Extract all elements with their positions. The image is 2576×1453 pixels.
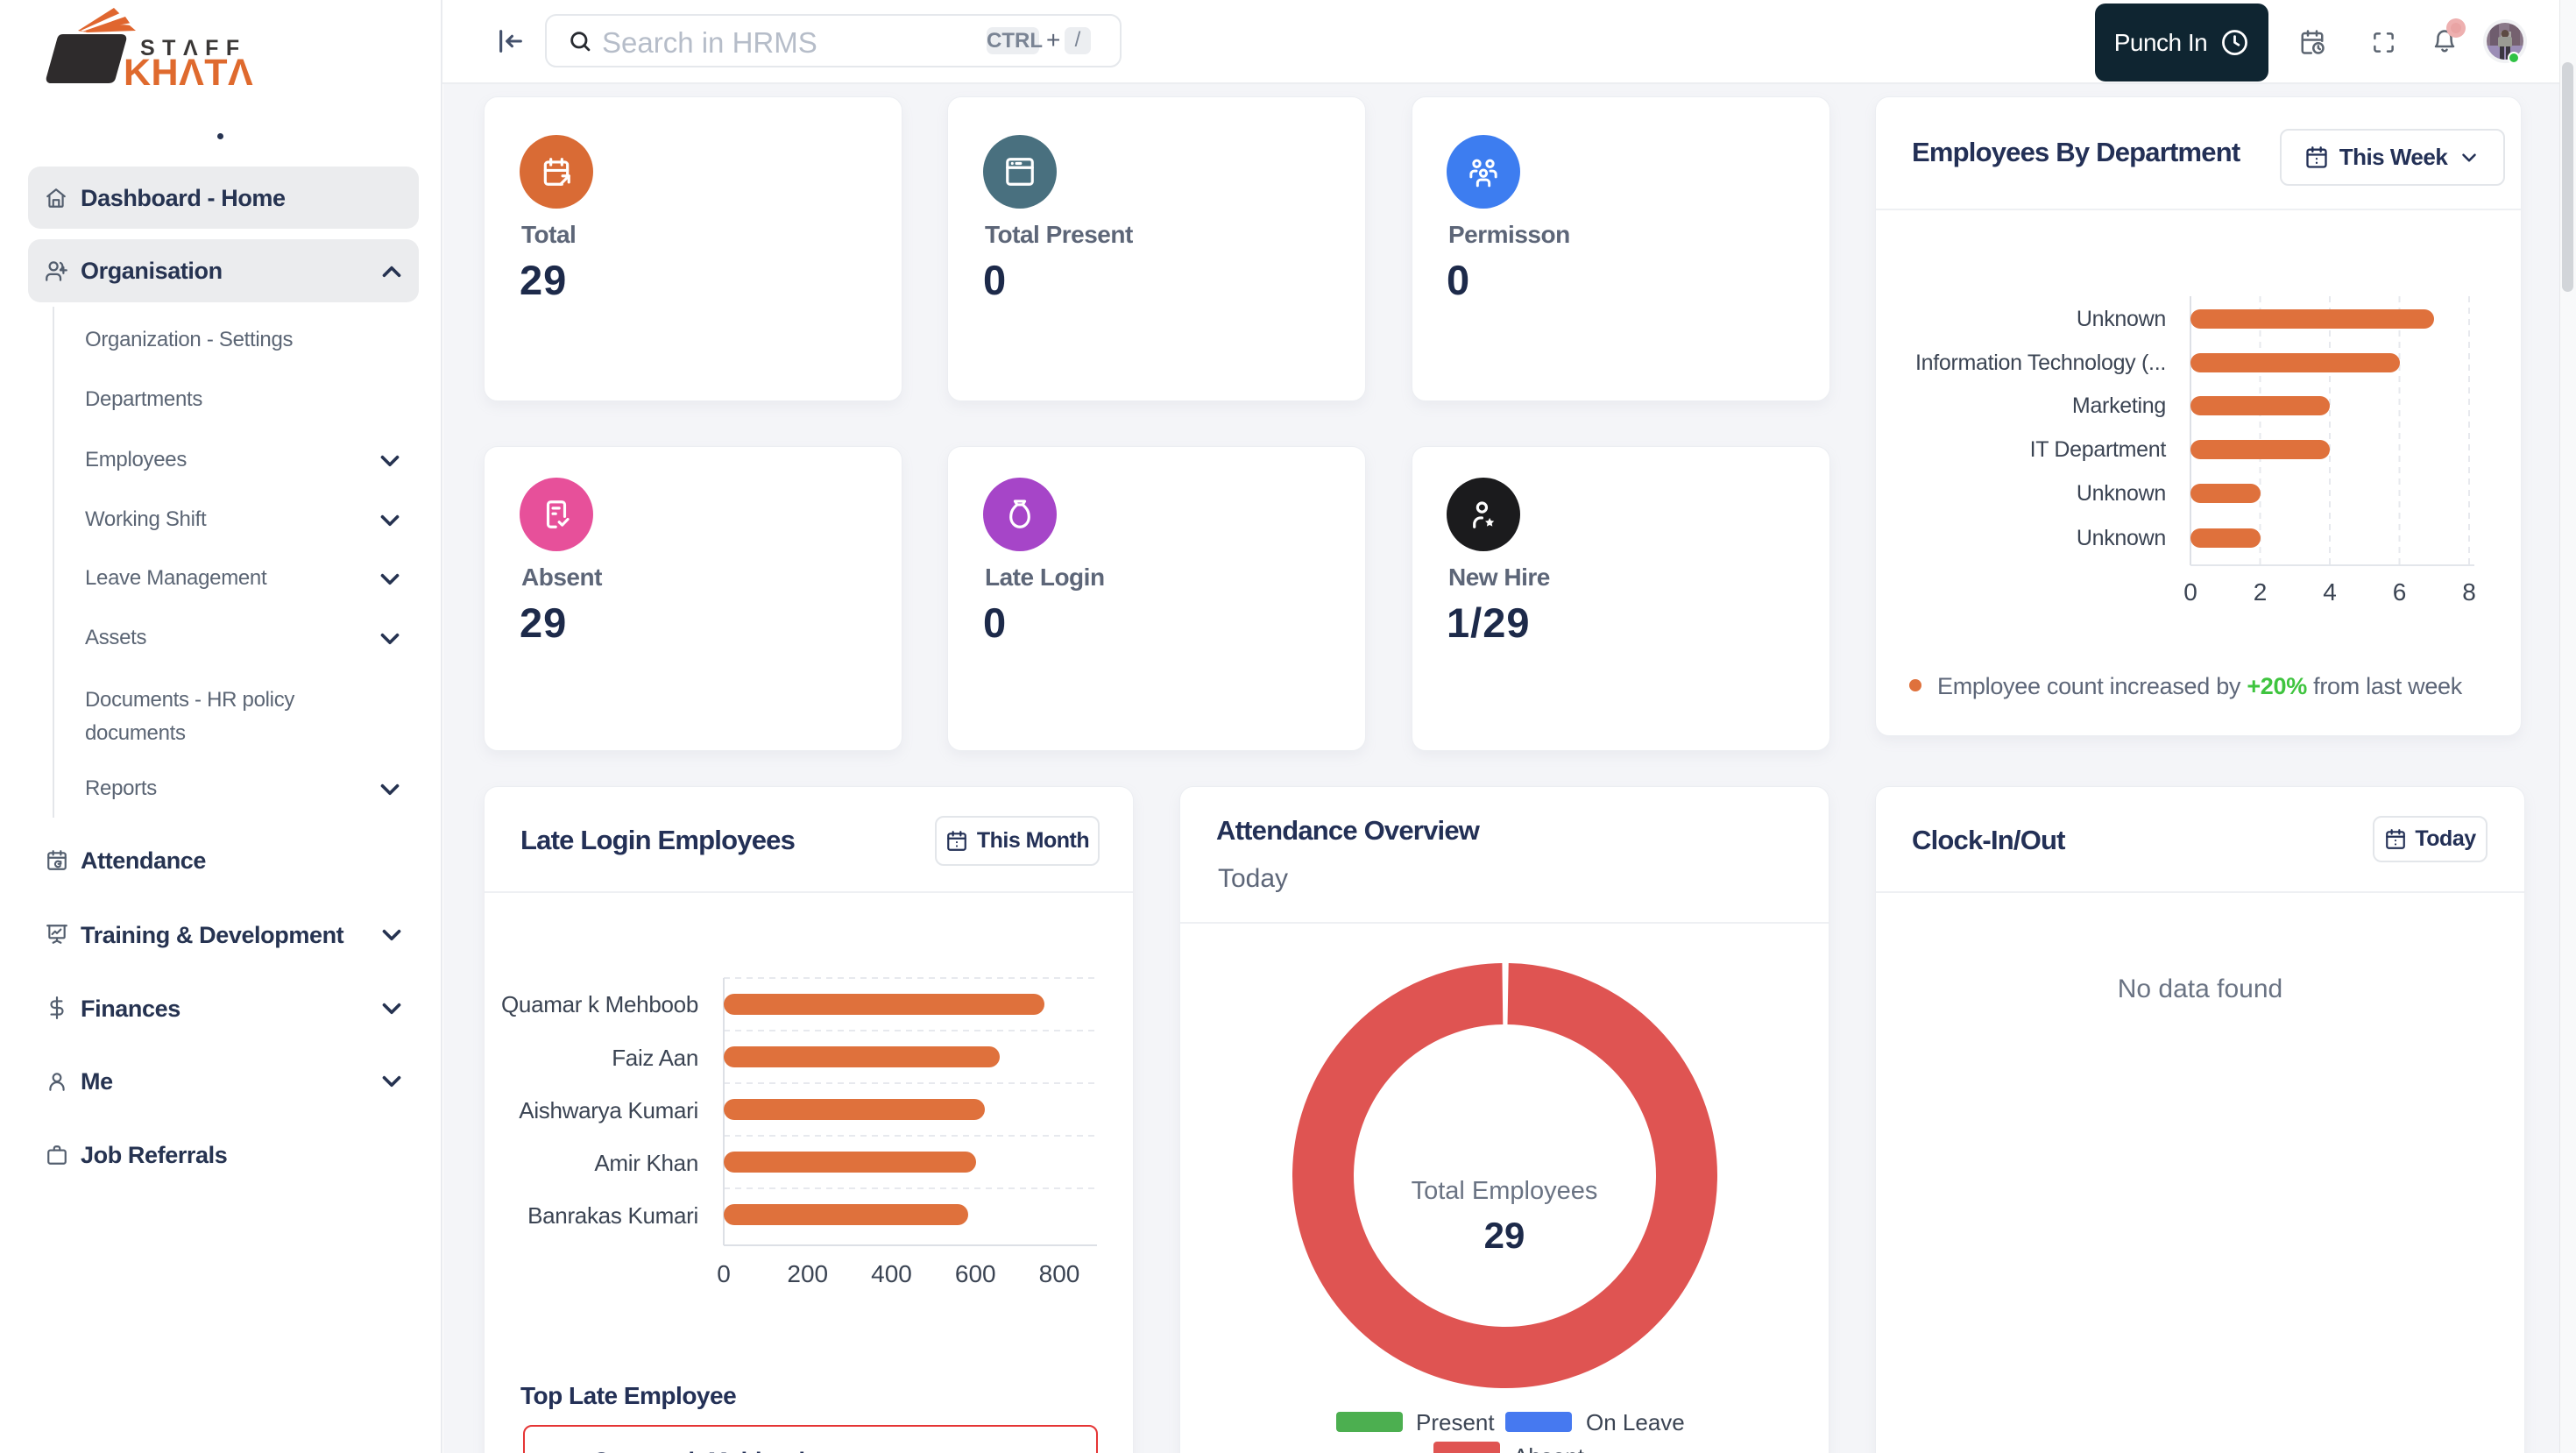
svg-text:IT Department: IT Department [2030,437,2167,462]
svg-text:Faiz Aan: Faiz Aan [612,1045,698,1071]
svg-text:2: 2 [2254,578,2268,606]
svg-text:600: 600 [955,1260,996,1287]
svg-text:0: 0 [717,1260,731,1287]
svg-text:200: 200 [787,1260,828,1287]
svg-text:Banrakas Kumari: Banrakas Kumari [527,1202,698,1229]
svg-text:Unknown: Unknown [2077,526,2166,550]
svg-text:8: 8 [2462,578,2476,606]
svg-text:6: 6 [2393,578,2407,606]
svg-text:Information Technology (...: Information Technology (... [1915,351,2166,375]
svg-text:Aishwarya Kumari: Aishwarya Kumari [519,1097,698,1123]
svg-text:Unknown: Unknown [2077,481,2166,506]
svg-text:STΛFF: STΛFF [140,36,247,60]
svg-text:4: 4 [2323,578,2337,606]
svg-text:Marketing: Marketing [2072,393,2166,418]
svg-text:400: 400 [871,1260,912,1287]
svg-text:KHΛTΛ: KHΛTΛ [124,52,253,85]
svg-text:Amir Khan: Amir Khan [594,1150,698,1176]
svg-text:Quamar k Mehboob: Quamar k Mehboob [501,991,698,1017]
svg-text:Unknown: Unknown [2077,307,2166,331]
svg-text:800: 800 [1039,1260,1080,1287]
svg-text:0: 0 [2183,578,2197,606]
